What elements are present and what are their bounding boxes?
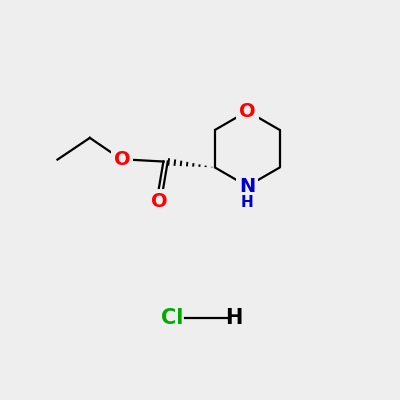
- Text: H: H: [241, 195, 254, 210]
- Text: H: H: [225, 308, 242, 328]
- Text: O: O: [151, 192, 168, 211]
- Text: Cl: Cl: [161, 308, 184, 328]
- Text: O: O: [239, 102, 256, 121]
- Text: N: N: [239, 177, 256, 196]
- Text: O: O: [114, 150, 130, 169]
